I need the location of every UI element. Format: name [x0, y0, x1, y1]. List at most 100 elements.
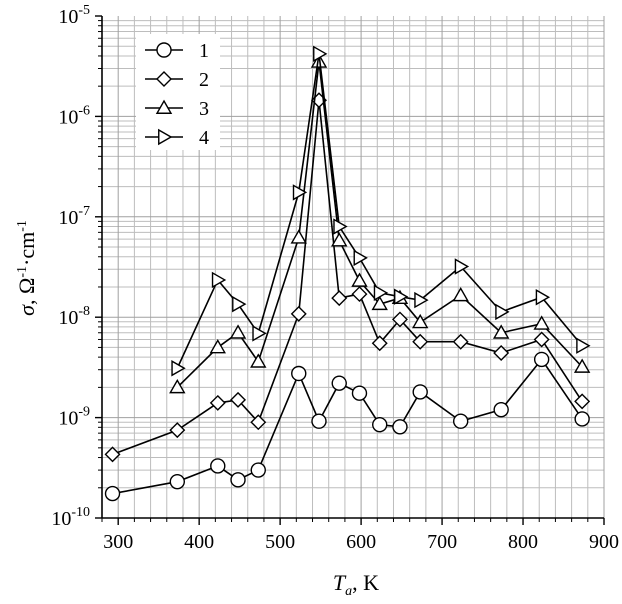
legend-label: 3 [199, 98, 209, 120]
x-tick-label: 500 [265, 531, 295, 553]
legend-entry-3: 3 [145, 98, 209, 120]
data-point-3 [209, 339, 226, 354]
x-tick-label: 400 [184, 531, 214, 553]
series-line-4 [176, 53, 583, 369]
data-point-2 [412, 333, 429, 350]
data-point-2 [250, 414, 267, 431]
series-layer [104, 45, 591, 502]
data-point-1 [311, 413, 327, 429]
x-tick-label: 600 [346, 531, 376, 553]
data-point-1 [210, 458, 226, 474]
data-point-2 [371, 335, 388, 352]
data-point-3 [492, 324, 510, 339]
x-axis-subscript: a [345, 584, 352, 599]
data-point-2 [209, 394, 226, 411]
data-point-1 [574, 411, 590, 427]
data-point-1 [412, 384, 428, 400]
y-tick-label: 10-7 [58, 204, 90, 229]
x-tick-label: 800 [508, 531, 538, 553]
data-point-4 [576, 337, 591, 354]
data-point-2 [452, 333, 469, 350]
legend-entry-4: 4 [145, 127, 209, 149]
data-point-4 [414, 291, 429, 309]
data-point-2 [391, 311, 408, 328]
data-point-3 [411, 313, 429, 329]
data-point-2 [230, 391, 247, 408]
data-point-1 [533, 351, 550, 368]
y-axis-unit: , Ω [14, 278, 39, 305]
data-point-4 [394, 288, 409, 305]
data-point-1 [372, 416, 388, 433]
data-point-3 [573, 358, 591, 373]
data-point-3 [533, 315, 550, 330]
data-point-4 [373, 284, 389, 302]
data-point-1 [493, 401, 509, 418]
data-point-3 [371, 295, 388, 311]
data-point-2 [290, 305, 307, 322]
series-1 [104, 351, 590, 502]
data-point-1 [104, 485, 121, 502]
y-tick-label: 10-6 [58, 103, 90, 128]
y-tick-label: 10-8 [58, 304, 90, 329]
data-point-1 [291, 365, 307, 382]
data-point-3 [351, 272, 368, 287]
y-axis-exp2: -1 [15, 220, 30, 232]
data-point-3 [310, 53, 328, 68]
data-point-3 [250, 353, 267, 368]
legend-entry-2: 2 [145, 69, 209, 91]
data-point-2 [493, 345, 510, 361]
data-point-3 [331, 232, 348, 247]
data-point-4 [495, 303, 510, 321]
legend-label: 2 [199, 69, 209, 91]
data-point-4 [454, 258, 470, 275]
data-point-4 [232, 295, 247, 313]
series-line-1 [112, 358, 583, 495]
y-axis-mid: ·cm [14, 232, 39, 266]
series-line-2 [112, 100, 583, 456]
x-tick-label: 700 [427, 531, 457, 553]
data-point-2 [169, 422, 186, 439]
y-axis-exp1: -1 [15, 266, 30, 278]
data-point-3 [229, 324, 247, 339]
data-point-4 [292, 184, 308, 201]
y-tick-label: 10-10 [51, 505, 90, 530]
legend-marker [155, 99, 173, 114]
x-axis-unit: , K [352, 570, 379, 595]
data-point-1 [452, 413, 469, 429]
legend-label: 1 [199, 40, 209, 62]
data-point-2 [104, 446, 121, 463]
data-point-2 [574, 393, 591, 410]
data-point-4 [171, 360, 186, 377]
data-point-4 [333, 218, 348, 235]
y-axis-symbol: σ [14, 304, 39, 316]
data-point-1 [331, 375, 347, 391]
legend-entry-1: 1 [145, 40, 209, 62]
data-point-1 [392, 419, 408, 435]
data-point-1 [230, 472, 246, 488]
y-axis-title: σ, Ω-1·cm-1 [14, 220, 39, 316]
data-point-3 [290, 229, 307, 244]
data-point-1 [351, 385, 368, 401]
x-axis-symbol: T [333, 570, 347, 595]
data-point-1 [250, 462, 266, 478]
data-point-4 [252, 325, 267, 342]
legend: 1 2 3 4 [136, 34, 220, 150]
legend-marker [156, 42, 172, 58]
data-point-4 [353, 249, 368, 267]
data-point-4 [313, 45, 328, 63]
y-tick-label: 10-5 [58, 3, 90, 28]
legend-box [136, 34, 220, 150]
data-point-1 [169, 473, 186, 490]
y-tick-label: 10-9 [58, 405, 90, 430]
series-4 [171, 45, 591, 377]
legend-marker [156, 71, 172, 87]
x-tick-label: 900 [589, 531, 619, 553]
data-point-2 [331, 290, 348, 307]
legend-marker [158, 128, 173, 146]
data-point-3 [452, 286, 469, 302]
x-tick-label: 300 [103, 531, 133, 553]
axes: 300 400 500 600 700 800 900 10-10 10-9 10-8 10-7 10… [51, 3, 619, 553]
data-point-4 [535, 289, 551, 306]
x-axis-title: Ta, K [333, 570, 379, 599]
